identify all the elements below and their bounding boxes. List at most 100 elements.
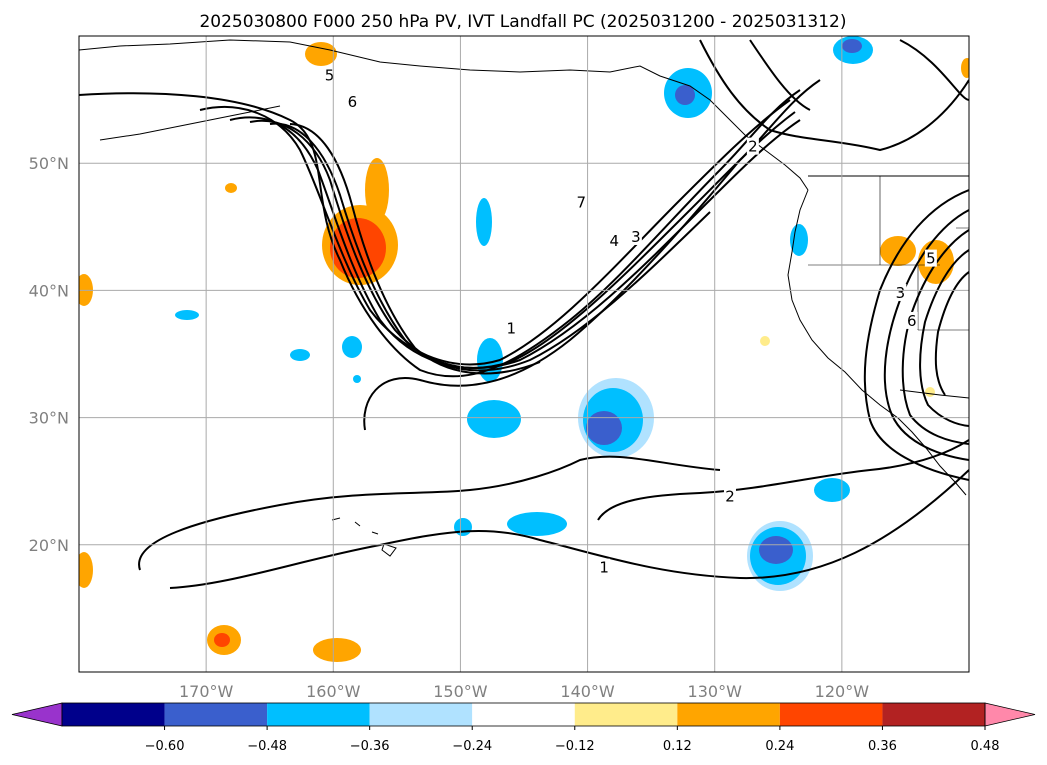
contour-label: 1 xyxy=(599,559,609,577)
ivt-contour xyxy=(934,271,969,396)
ivt-contour xyxy=(138,455,721,571)
pv-blob-negative xyxy=(353,375,361,383)
ivt-contour xyxy=(899,39,969,101)
colorbar-segment xyxy=(267,703,370,726)
pv-blob-negative xyxy=(290,349,310,361)
lon-tick-label: 120°W xyxy=(815,682,870,701)
pv-shading xyxy=(79,36,969,662)
pv-blob-positive xyxy=(760,336,770,346)
contour-label-bg xyxy=(905,311,918,329)
colorbar-extend-max xyxy=(984,702,1036,727)
colorbar-segment xyxy=(369,703,473,726)
contour-label: 5 xyxy=(325,66,335,84)
colorbar-tick-label: −0.36 xyxy=(350,739,390,754)
lon-tick-label: 150°W xyxy=(433,682,488,701)
colorbar-tick-label: −0.48 xyxy=(247,739,287,754)
pv-blob-negative xyxy=(790,224,808,256)
contour-label-bg xyxy=(323,66,336,84)
pv-blob-positive xyxy=(225,183,237,193)
colorbar-segment xyxy=(779,703,883,726)
lon-tick-label: 130°W xyxy=(688,682,743,701)
pv-blob-negative xyxy=(175,310,199,320)
contour-label-bg xyxy=(575,193,588,211)
ivt-contour xyxy=(249,119,801,370)
contour-label: 1 xyxy=(507,320,517,338)
longitude-tick-labels: 170°W 160°W 150°W 140°W 130°W 120°W xyxy=(179,682,869,701)
ivt-contour xyxy=(289,123,541,375)
pv-blob-positive xyxy=(79,552,93,588)
contour-label: 6 xyxy=(348,93,358,111)
contour-label: 3 xyxy=(896,284,906,302)
lon-tick-label: 170°W xyxy=(179,682,234,701)
contour-label-bg xyxy=(629,227,642,245)
contour-label-bg xyxy=(598,558,611,576)
pv-blob-positive xyxy=(880,236,916,266)
contour-label: 2 xyxy=(748,138,758,156)
colorbar: −0.60 −0.48 −0.36 −0.24 −0.12 0.12 0.24 0.36 0.4… xyxy=(11,702,1036,754)
ivt-contour xyxy=(901,229,969,445)
coastline-hawaii xyxy=(331,517,397,557)
pv-blob-positive xyxy=(365,158,389,222)
lat-tick-label: 30°N xyxy=(29,409,69,428)
colorbar-segment xyxy=(882,703,985,726)
contour-label-bg xyxy=(346,93,359,111)
colorbar-tick-label: −0.24 xyxy=(452,739,492,754)
ivt-contour xyxy=(919,249,969,427)
contour-label-bg xyxy=(894,283,907,301)
pv-blob-negative xyxy=(759,536,793,564)
lon-tick-label: 140°W xyxy=(560,682,615,701)
colorbar-segment xyxy=(164,703,268,726)
pv-blob-positive xyxy=(305,42,337,66)
colorbar-tick-label: 0.48 xyxy=(971,739,1000,754)
coastline-aleutians xyxy=(99,105,281,141)
contour-label-bg xyxy=(723,487,736,505)
colorbar-tick-label: 0.36 xyxy=(868,739,897,754)
pv-blob-negative xyxy=(454,518,472,536)
map-frame xyxy=(78,35,970,673)
contour-label-bg xyxy=(924,249,937,267)
colorbar-frame xyxy=(61,702,986,727)
contour-label-bg xyxy=(608,231,621,249)
contour-label-bg xyxy=(746,137,759,155)
pv-blob-positive xyxy=(214,633,230,647)
colorbar-tick-label: −0.60 xyxy=(145,739,185,754)
pv-blob-negative xyxy=(675,85,695,105)
latitude-tick-labels: 20°N 30°N 40°N 50°N xyxy=(29,154,69,555)
pv-blob-negative xyxy=(476,198,492,246)
colorbar-segment xyxy=(677,703,780,726)
ivt-contour xyxy=(883,209,969,461)
pv-blob-negative xyxy=(586,411,622,445)
contour-label: 5 xyxy=(926,250,936,268)
lon-tick-label: 160°W xyxy=(306,682,361,701)
colorbar-tick-label: 0.24 xyxy=(765,739,794,754)
pv-blob-negative xyxy=(342,336,362,358)
contour-label: 3 xyxy=(631,228,641,246)
pv-blob-negative xyxy=(814,478,850,502)
pv-blob-positive xyxy=(961,58,969,78)
contour-label: 2 xyxy=(725,487,735,505)
contour-label-bg xyxy=(505,319,518,337)
pv-blob-positive xyxy=(313,638,361,662)
lat-tick-label: 20°N xyxy=(29,536,69,555)
border-us-mexico xyxy=(899,389,969,399)
coastline-westcoast xyxy=(787,189,967,496)
colorbar-extend-min xyxy=(11,702,63,727)
pv-blob-positive xyxy=(925,387,935,397)
contour-label: 7 xyxy=(576,194,586,212)
colorbar-segment xyxy=(574,703,678,726)
colorbar-tick-label: −0.12 xyxy=(555,739,595,754)
ivt-contour xyxy=(863,189,969,481)
lat-tick-label: 40°N xyxy=(29,281,69,300)
colorbar-segment xyxy=(62,703,165,726)
colorbar-tick-label: 0.12 xyxy=(663,739,692,754)
colorbar-segment xyxy=(472,703,575,726)
lat-tick-label: 50°N xyxy=(29,154,69,173)
ivt-contour xyxy=(699,39,969,152)
pv-blob-negative xyxy=(507,512,567,536)
ivt-contour xyxy=(597,439,969,521)
pv-blob-negative xyxy=(467,400,521,438)
ivt-contour xyxy=(79,89,801,378)
